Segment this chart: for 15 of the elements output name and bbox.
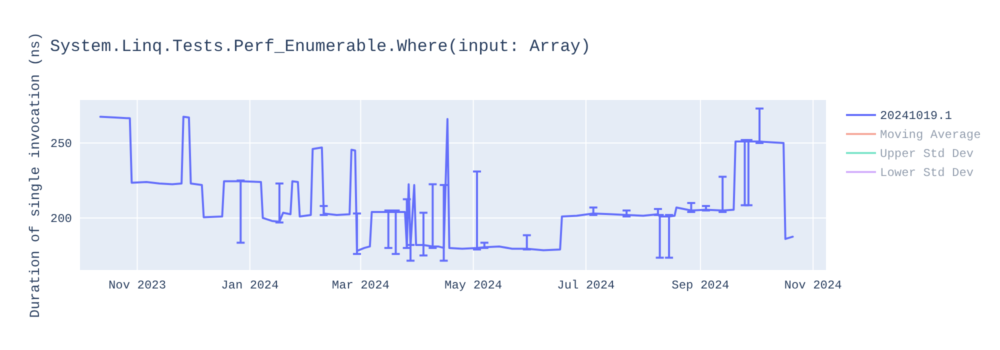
legend-label: Moving Average [880, 128, 981, 142]
x-tick-label: May 2024 [444, 278, 502, 293]
legend-label: Lower Std Dev [880, 166, 974, 180]
legend-label: Upper Std Dev [880, 147, 974, 161]
y-axis-title: Duration of single invocation (ns) [28, 32, 44, 318]
x-tick-label: Jul 2024 [557, 278, 615, 293]
y-tick-label: 250 [50, 136, 72, 151]
chart-title: System.Linq.Tests.Perf_Enumerable.Where(input: Array) [50, 38, 591, 57]
x-tick-label: Nov 2023 [108, 278, 166, 293]
x-tick-label: Nov 2024 [784, 278, 842, 293]
legend-label: 20241019.1 [880, 109, 952, 123]
y-tick-label: 200 [50, 212, 72, 226]
x-tick-label: Sep 2024 [672, 278, 730, 293]
x-tick-label: Jan 2024 [221, 278, 279, 293]
x-tick-label: Mar 2024 [332, 278, 390, 293]
